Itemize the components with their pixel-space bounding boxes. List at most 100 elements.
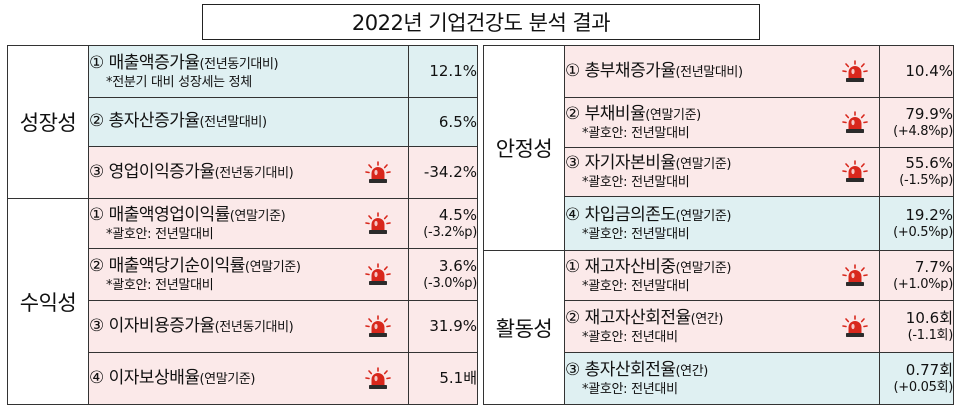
value-change: (+1.0%p) [893,276,953,292]
category-profitability: 수익성 [7,198,89,405]
item-label: ② 총자산증가율 [89,111,200,131]
item-total-debt-growth: ① 총부채증가율(전년말대비) [564,45,880,98]
item-qualifier: (연말기준) [645,107,701,123]
siren-icon [842,111,868,135]
category-activity: 활동성 [483,250,565,405]
siren-icon [365,367,391,391]
item-note: *괄호안: 전년말대비 [582,175,690,190]
value-cell: 79.9% (+4.8%p) [879,97,954,148]
item-label: ④ 이자보상배율 [89,367,200,388]
item-label: ④ 차입금의존도 [565,204,676,225]
item-qualifier: (전년말대비) [675,64,743,80]
value-change: (-1.5%p) [899,173,953,188]
item-interest-coverage: ④ 이자보상배율(연말기준) [88,352,409,405]
item-qualifier: (연말기준) [675,208,732,224]
item-label: ① 재고자산비중 [565,256,676,277]
item-note: *괄호안: 전년말대비 [582,278,690,294]
item-note: *괄호안: 전년말대비 [582,125,690,141]
value-change: (-3.2%p) [423,224,477,240]
value: 55.6% [905,154,953,172]
item-qualifier: (전년말대비) [199,115,267,130]
item-label: ② 부채비율 [565,103,646,124]
item-qualifier: (연말기준) [675,157,732,172]
value-change: (-3.0%p) [423,275,477,291]
item-label: ③ 영업이익증가율 [89,161,215,182]
siren-icon [842,264,868,288]
item-inventory-turnover: ② 재고자산회전율(연간) *괄호안: 전년대비 [564,300,880,353]
item-inventory-share: ① 재고자산비중(연말기준) *괄호안: 전년말대비 [564,250,880,301]
item-qualifier: (전년동기대비) [199,56,279,72]
value-cell: 0.77회 (+0.05회) [879,352,954,405]
value-cell: 31.9% [408,300,478,353]
item-qualifier: (연말기준) [244,259,301,275]
item-note: *괄호안: 전년말대비 [106,277,214,293]
item-debt-ratio: ② 부채비율(연말기준) *괄호안: 전년말대비 [564,97,880,148]
value-cell: 5.1배 [408,352,478,405]
item-label: ③ 이자비용증가율 [89,315,215,336]
item-qualifier: (전년동기대비) [214,165,294,181]
item-interest-expense-growth: ③ 이자비용증가율(전년동기대비) [88,300,409,353]
value: 0.77회 [905,360,953,379]
value: 10.6회 [905,308,953,327]
value-change: (+0.05회) [893,379,953,395]
value-cell: 6.5% [408,97,478,147]
siren-icon [842,315,868,339]
category-stability: 안정성 [483,45,565,251]
value-cell: 4.5% (-3.2%p) [408,198,478,249]
value: 7.7% [914,257,953,276]
item-qualifier: (연말기준) [675,260,732,276]
value: 31.9% [429,317,477,335]
value: 4.5% [438,205,477,224]
item-note: *괄호안: 전년말대비 [106,226,214,242]
value: 5.1배 [439,369,477,387]
right-indicator-table: 안정성 ① 총부채증가율(전년말대비) 10.4% ② 부채비율(연말기준) *… [483,45,954,405]
item-equity-ratio: ③ 자기자본비율(연말기준) *괄호안: 전년말대비 [564,147,880,197]
value: 12.1% [429,62,477,80]
item-note: *전분기 대비 성장세는 정체 [106,74,252,90]
item-label: ② 재고자산회전율 [565,307,691,328]
value: 3.6% [438,256,477,275]
value: 19.2% [905,205,953,224]
siren-icon [842,60,868,84]
item-label: ① 매출액영업이익률 [89,204,230,225]
item-label: ① 총부채증가율 [565,60,676,81]
left-indicator-table: 성장성 ① 매출액증가율(전년동기대비) *전분기 대비 성장세는 정체 12.… [7,45,478,405]
item-sales-growth: ① 매출액증가율(전년동기대비) *전분기 대비 성장세는 정체 [88,45,409,98]
value: 10.4% [905,62,953,80]
value-cell: -34.2% [408,146,478,199]
value-cell: 10.6회 (-1.1회) [879,300,954,353]
item-note: *괄호안: 전년대비 [582,329,678,345]
item-operating-income-growth: ③ 영업이익증가율(전년동기대비) [88,146,409,199]
item-note: *괄호안: 전년대비 [582,381,678,397]
value: 79.9% [905,104,953,123]
value-cell: 7.7% (+1.0%p) [879,250,954,301]
value-change: (+4.8%p) [893,123,953,139]
item-label: ② 매출액당기순이익률 [89,255,245,276]
value-cell: 19.2% (+0.5%p) [879,196,954,251]
item-total-asset-turnover: ③ 총자산회전율(연간) *괄호안: 전년대비 [564,352,880,405]
item-label: ① 매출액증가율 [89,52,200,73]
value-cell: 3.6% (-3.0%p) [408,248,478,301]
value-cell: 10.4% [879,45,954,98]
item-borrowing-dependency: ④ 차입금의존도(연말기준) *괄호안: 전년말대비 [564,196,880,251]
siren-icon [365,212,391,236]
value-cell: 55.6% (-1.5%p) [879,147,954,197]
siren-icon [365,315,391,339]
value: 6.5% [438,112,477,131]
item-label: ③ 총자산회전율 [565,359,676,380]
item-qualifier: (전년동기대비) [214,319,294,335]
category-growth: 성장성 [7,45,89,199]
item-qualifier: (연말기준) [199,371,256,387]
page-title: 2022년 기업건강도 분석 결과 [202,4,760,40]
item-note: *괄호안: 전년말대비 [582,226,690,242]
siren-icon [365,263,391,287]
item-label: ③ 자기자본비율 [565,153,676,173]
value-change: (-1.1회) [907,327,954,343]
item-qualifier: (연간) [675,363,708,379]
item-net-margin: ② 매출액당기순이익률(연말기준) *괄호안: 전년말대비 [88,248,409,301]
item-total-asset-growth: ② 총자산증가율(전년말대비) [88,97,409,147]
item-qualifier: (연말기준) [229,208,286,224]
siren-icon [365,161,391,185]
siren-icon [842,160,868,184]
value: -34.2% [423,163,477,181]
